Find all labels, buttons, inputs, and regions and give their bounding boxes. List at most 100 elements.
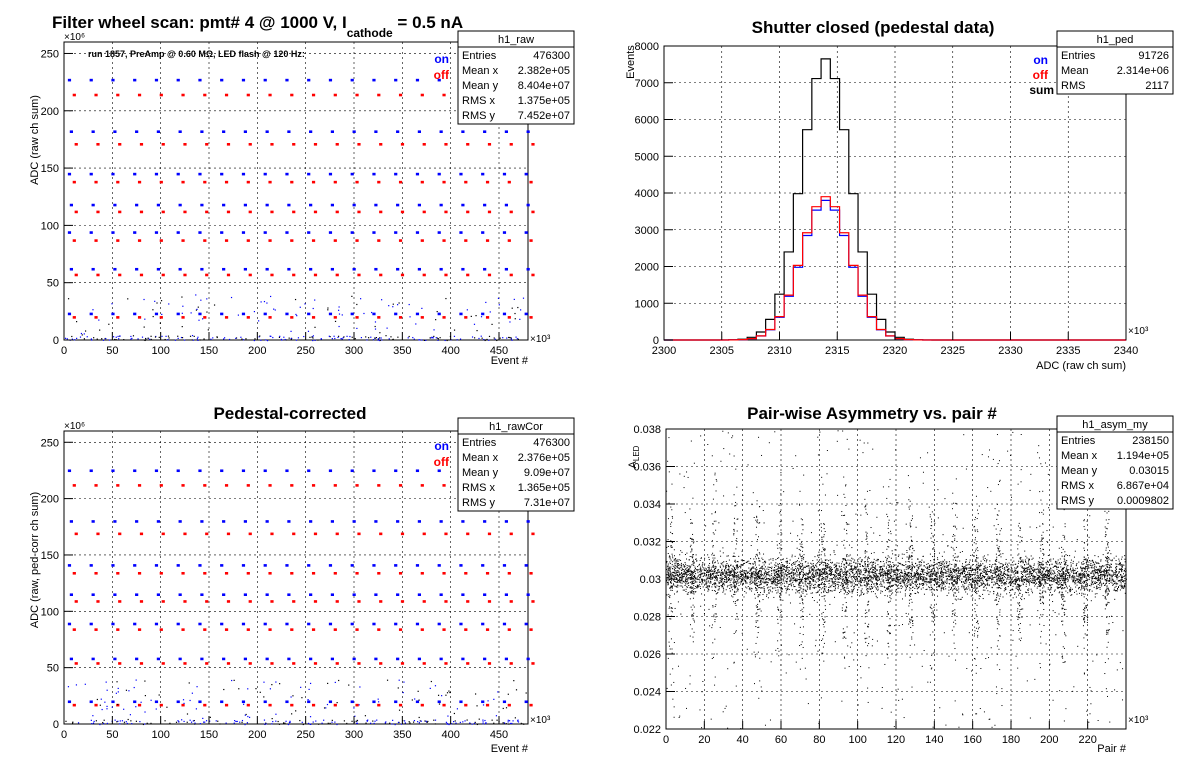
asym-point: [1098, 569, 1100, 571]
asym-point: [1072, 560, 1074, 562]
asym-point: [979, 564, 981, 566]
asym-point: [737, 566, 739, 568]
stats-row-value: 9.09e+07: [524, 467, 570, 479]
asym-point: [1068, 569, 1070, 571]
asym-point: [790, 572, 792, 574]
asym-point: [1115, 569, 1117, 571]
asym-point: [747, 576, 749, 578]
asym-point: [869, 588, 871, 590]
scatter-point: [199, 723, 201, 725]
scatter-point: [520, 722, 522, 724]
off-point: [420, 180, 424, 184]
stats-row-value: 1.365e+05: [518, 482, 570, 494]
asym-point: [1115, 563, 1117, 565]
asym-point: [1096, 566, 1098, 568]
asym-point: [685, 572, 687, 574]
asym-point: [850, 576, 852, 578]
asym-point: [754, 581, 756, 583]
scatter-point: [150, 335, 152, 337]
asym-point: [1120, 582, 1122, 584]
asym-point: [881, 591, 883, 593]
scatter-point: [445, 297, 447, 300]
scatter-point: [258, 320, 260, 322]
scatter-point: [244, 723, 246, 726]
on-point: [328, 564, 333, 567]
scatter-point: [128, 690, 130, 692]
asym-point: [848, 577, 850, 579]
asym-point: [1014, 580, 1016, 582]
scatter-point: [514, 318, 516, 320]
asym-point: [936, 576, 938, 578]
scatter-point: [271, 723, 273, 725]
asym-point: [928, 571, 930, 573]
asym-point: [966, 581, 968, 583]
scatter-point: [374, 337, 376, 339]
asym-point: [1025, 591, 1027, 593]
asym-point: [668, 567, 670, 569]
on-point: [200, 203, 204, 207]
on-point: [417, 593, 421, 597]
asym-point: [910, 574, 912, 576]
asym-point: [827, 577, 829, 579]
asym-point: [907, 573, 909, 575]
asym-point: [1092, 583, 1094, 585]
asym-point: [1120, 568, 1122, 570]
asym-point: [1003, 571, 1005, 573]
asym-point: [973, 579, 975, 581]
asym-point: [1009, 582, 1011, 584]
on-point: [459, 622, 463, 626]
asym-point: [1082, 570, 1084, 572]
asym-point: [731, 584, 733, 586]
asym-point: [1094, 583, 1096, 585]
asym-point: [825, 579, 827, 581]
asym-point: [1029, 570, 1031, 572]
asym-point: [813, 577, 815, 579]
asym-point: [825, 563, 827, 565]
asym-point: [965, 564, 967, 566]
asym-point: [1098, 587, 1100, 589]
scatter-point: [223, 338, 225, 340]
asym-point: [965, 579, 967, 581]
off-point: [377, 93, 381, 97]
asym-point: [805, 565, 807, 567]
asym-point: [1108, 570, 1110, 572]
asym-point: [704, 567, 706, 569]
asym-point: [742, 564, 744, 566]
asym-point: [930, 584, 932, 586]
off-point: [159, 571, 163, 575]
asym-point: [1105, 570, 1107, 572]
asym-point: [1065, 573, 1067, 575]
scatter-point: [125, 689, 128, 691]
off-point: [531, 210, 535, 214]
on-point: [504, 657, 508, 661]
asym-point: [795, 561, 797, 563]
on-point: [135, 657, 139, 661]
asym-point: [823, 573, 825, 575]
asym-point: [755, 580, 757, 582]
asym-point: [899, 579, 901, 581]
asym-point: [799, 573, 801, 575]
asym-point: [1082, 563, 1084, 565]
asym-point: [1095, 588, 1097, 590]
asym-point: [783, 569, 785, 571]
asym-point: [772, 587, 774, 589]
asym-point: [1032, 557, 1034, 559]
asym-point: [800, 581, 802, 583]
scatter-point: [213, 304, 216, 306]
asym-point: [935, 573, 937, 575]
asym-point: [891, 580, 893, 582]
asym-point: [871, 570, 873, 572]
asym-point: [717, 562, 719, 564]
off-point: [118, 143, 122, 146]
asym-point: [943, 587, 945, 589]
asym-point: [738, 575, 740, 577]
asym-point: [1115, 571, 1117, 573]
asym-point: [826, 580, 828, 582]
scatter-point: [356, 719, 358, 722]
asym-point: [788, 562, 790, 564]
asym-point: [1039, 592, 1041, 594]
on-point: [437, 622, 441, 626]
scatter-point: [480, 316, 483, 318]
asym-point: [856, 571, 858, 573]
on-point: [307, 78, 311, 82]
